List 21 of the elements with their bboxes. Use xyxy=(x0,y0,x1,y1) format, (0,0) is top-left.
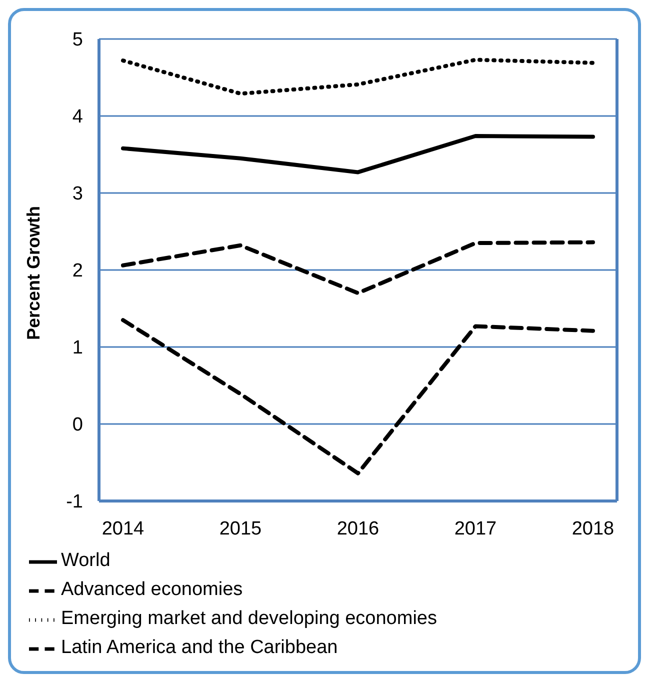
legend-label: Advanced economies xyxy=(61,579,243,600)
y-tick-label: 1 xyxy=(72,338,83,359)
x-tick-label: 2018 xyxy=(572,518,614,540)
line-series xyxy=(121,318,595,476)
y-tick-label: 2 xyxy=(72,260,83,282)
y-axis-title: Percent Growth xyxy=(23,206,44,340)
y-tick-label: 0 xyxy=(72,414,83,436)
x-tick-label: 2017 xyxy=(454,518,497,540)
x-tick-label: 2015 xyxy=(219,518,262,540)
x-tick-label: 2016 xyxy=(336,518,380,540)
y-tick-label: 4 xyxy=(72,106,84,128)
line-series xyxy=(121,240,595,296)
legend-label: Latin America and the Caribbean xyxy=(61,637,338,658)
legend-label: Emerging market and developing economies xyxy=(61,608,437,629)
line-series xyxy=(121,58,595,96)
y-tick-label: 5 xyxy=(72,30,83,51)
line-series xyxy=(121,134,595,174)
y-tick-label: 3 xyxy=(72,184,83,205)
legend-label: World xyxy=(61,550,110,571)
x-tick-label: 2014 xyxy=(102,518,145,540)
y-tick-label: -1 xyxy=(66,492,83,513)
